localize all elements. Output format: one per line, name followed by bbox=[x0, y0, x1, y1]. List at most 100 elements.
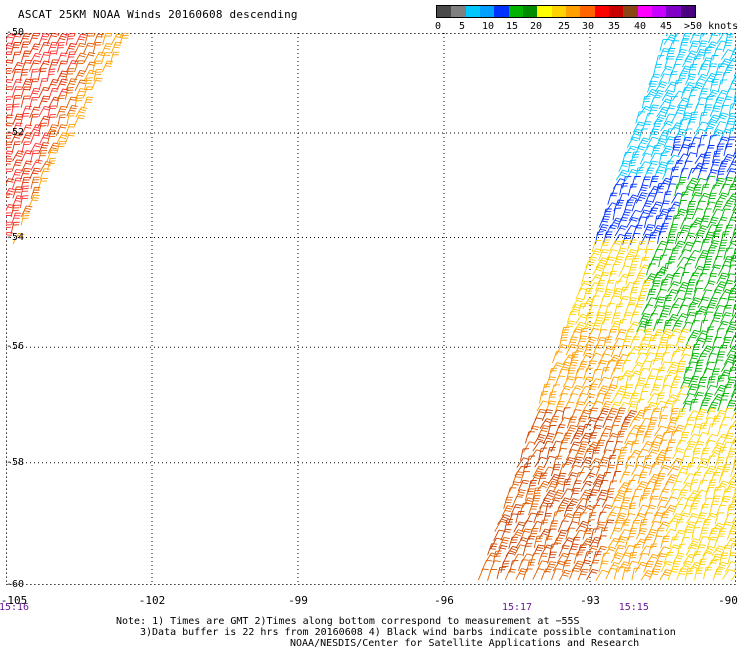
wind-barb bbox=[715, 561, 728, 574]
wind-barb bbox=[665, 335, 675, 348]
wind-barb bbox=[645, 297, 657, 309]
wind-barb bbox=[635, 192, 648, 204]
wind-barb bbox=[19, 69, 29, 82]
wind-barb bbox=[558, 545, 570, 557]
wind-barb bbox=[19, 195, 29, 208]
wind-barb bbox=[631, 488, 642, 501]
wind-barb bbox=[597, 407, 610, 420]
wind-barb bbox=[12, 150, 25, 162]
wind-barb bbox=[74, 94, 84, 108]
wind-barb bbox=[632, 224, 643, 237]
wind-barb bbox=[708, 135, 717, 148]
wind-barb bbox=[593, 392, 606, 405]
wind-barb bbox=[498, 537, 510, 549]
wind-barb bbox=[684, 567, 694, 581]
wind-barb bbox=[11, 159, 23, 172]
latitude-label: -54 bbox=[6, 231, 25, 243]
wind-barb bbox=[679, 431, 690, 445]
wind-barb bbox=[720, 360, 734, 372]
wind-barb bbox=[630, 128, 643, 140]
wind-barb bbox=[56, 132, 69, 144]
wind-barb bbox=[632, 328, 646, 341]
wind-barb bbox=[706, 114, 720, 126]
wind-barb bbox=[562, 478, 572, 492]
wind-barb bbox=[624, 432, 636, 445]
wind-barb bbox=[504, 568, 517, 581]
wind-barb bbox=[20, 176, 31, 190]
wind-barb bbox=[629, 336, 641, 349]
wind-barb bbox=[30, 187, 41, 200]
wind-barb bbox=[477, 568, 489, 581]
wind-barb bbox=[722, 39, 733, 52]
scale-swatch bbox=[508, 6, 523, 17]
wind-barb bbox=[665, 474, 678, 486]
wind-barb bbox=[20, 124, 33, 137]
scale-tick-label: 45 bbox=[659, 21, 673, 32]
wind-barb bbox=[729, 418, 736, 430]
wind-barb bbox=[566, 367, 576, 380]
wind-barb bbox=[672, 136, 682, 149]
wind-barb bbox=[536, 480, 550, 492]
wind-barb bbox=[729, 521, 736, 533]
wind-barb bbox=[74, 42, 86, 55]
wind-barb bbox=[592, 474, 606, 486]
wind-barb bbox=[12, 232, 25, 245]
wind-barb bbox=[587, 407, 599, 420]
wind-barb bbox=[541, 440, 554, 453]
scale-swatch bbox=[637, 6, 652, 17]
wind-barb bbox=[691, 495, 702, 508]
wind-barb bbox=[515, 537, 529, 548]
wind-barb bbox=[721, 200, 734, 212]
wind-barb bbox=[82, 86, 94, 99]
wind-barb bbox=[37, 150, 48, 163]
wind-barb bbox=[6, 168, 13, 173]
wind-barb bbox=[532, 487, 542, 500]
wind-barb bbox=[636, 504, 649, 517]
wind-barb bbox=[721, 72, 731, 85]
wind-barb bbox=[11, 212, 22, 225]
wind-barb bbox=[48, 59, 59, 72]
wind-barb bbox=[573, 551, 584, 564]
scale-swatch bbox=[608, 6, 624, 17]
wind-barb bbox=[706, 89, 719, 101]
wind-barb bbox=[710, 230, 721, 244]
map-title: ASCAT 25KM NOAA Winds 20160608 descendin… bbox=[18, 8, 298, 21]
wind-barb bbox=[527, 425, 540, 437]
wind-barb bbox=[539, 519, 549, 533]
wind-barb bbox=[651, 225, 664, 237]
wind-barb bbox=[657, 464, 671, 476]
wind-barb bbox=[682, 263, 692, 276]
wind-barb bbox=[682, 55, 694, 68]
wind-barb bbox=[703, 304, 716, 316]
wind-barb bbox=[731, 175, 736, 188]
wind-barb bbox=[84, 33, 94, 46]
wind-barb bbox=[703, 361, 715, 374]
wind-barb bbox=[676, 385, 690, 397]
wind-barb bbox=[620, 519, 631, 532]
wind-barb bbox=[584, 312, 594, 325]
wind-barb bbox=[528, 503, 539, 516]
wind-barb bbox=[630, 440, 640, 453]
wind-barb bbox=[585, 360, 597, 373]
wind-barb bbox=[667, 281, 680, 292]
wind-barb bbox=[689, 319, 700, 332]
wind-barb bbox=[684, 440, 697, 453]
wind-barb bbox=[703, 255, 713, 269]
wind-barb bbox=[725, 481, 736, 493]
wind-barb bbox=[727, 264, 736, 277]
wind-barb bbox=[696, 273, 708, 285]
scale-tick-label: 0 bbox=[434, 21, 442, 32]
wind-barb bbox=[702, 311, 714, 324]
wind-barb bbox=[6, 33, 15, 41]
wind-barb bbox=[579, 538, 593, 549]
wind-barb bbox=[666, 439, 676, 452]
wind-barb bbox=[587, 512, 597, 525]
wind-barb bbox=[592, 344, 603, 357]
wind-barb bbox=[717, 264, 731, 276]
wind-barb bbox=[684, 73, 697, 86]
wind-barb bbox=[93, 68, 103, 82]
wind-barb bbox=[669, 122, 683, 133]
wind-barb bbox=[698, 88, 709, 101]
wind-barb bbox=[12, 113, 24, 126]
wind-barb bbox=[726, 112, 736, 125]
